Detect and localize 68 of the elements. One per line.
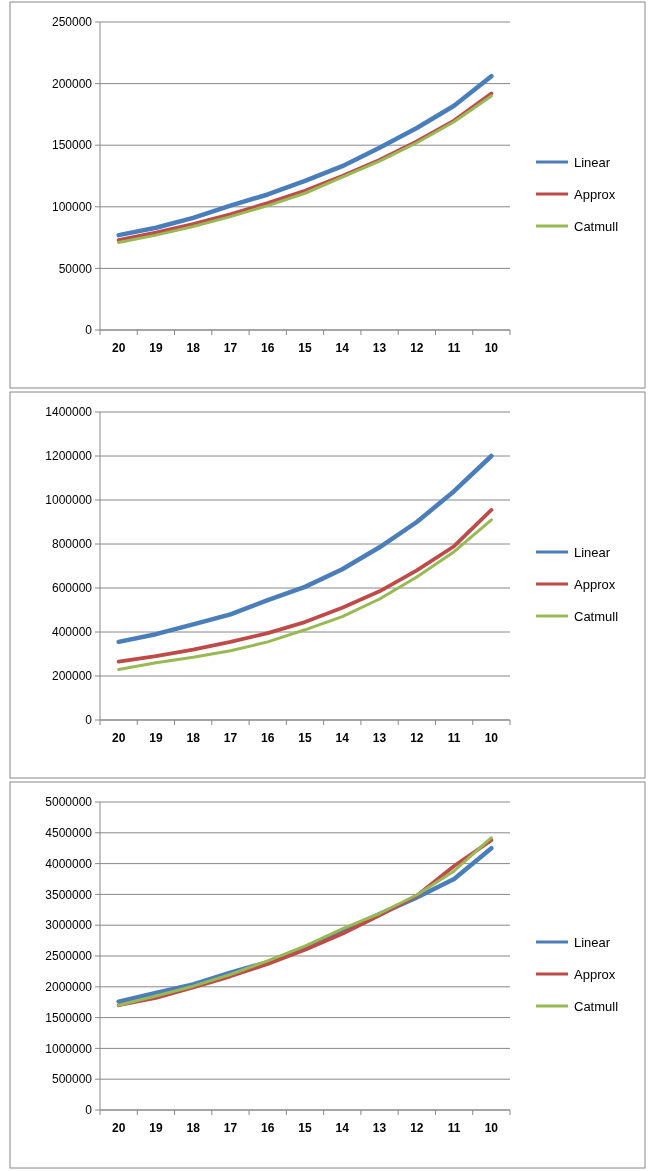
x-tick-label: 11 (447, 731, 461, 745)
x-tick-label: 19 (149, 341, 163, 355)
legend-label: Approx (574, 186, 616, 202)
y-tick-label: 400000 (51, 625, 93, 640)
y-tick-label: 4500000 (45, 826, 93, 840)
x-tick-label: 10 (484, 731, 499, 745)
y-tick-label: 5000000 (45, 795, 93, 810)
x-tick-label: 11 (447, 341, 461, 355)
y-tick-label: 1000000 (45, 1041, 93, 1056)
legend-label: Catmull (574, 218, 619, 234)
x-tick-label: 20 (111, 341, 126, 355)
y-tick-label: 2500000 (45, 949, 93, 964)
line-series (116, 453, 494, 645)
y-tick-label: 1200000 (45, 449, 93, 464)
x-tick-label: 13 (372, 731, 387, 745)
y-tick-label: 500000 (51, 1072, 93, 1087)
y-tick-label: 200000 (51, 76, 93, 91)
y-tick-label: 0 (85, 713, 93, 728)
x-tick-label: 19 (149, 731, 163, 745)
y-tick-label: 3500000 (45, 887, 93, 902)
legend-label: Linear (574, 934, 611, 950)
legend-label: Linear (574, 154, 611, 170)
y-tick-label: 1000000 (45, 493, 93, 508)
x-tick-label: 18 (186, 731, 201, 745)
x-tick-label: 16 (261, 341, 275, 355)
x-tick-label: 12 (410, 1121, 424, 1135)
y-tick-label: 3000000 (45, 918, 93, 933)
x-tick-label: 17 (223, 341, 238, 355)
x-tick-label: 15 (298, 341, 312, 355)
x-tick-label: 18 (186, 1121, 201, 1135)
x-tick-label: 15 (298, 1121, 312, 1135)
x-tick-label: 13 (372, 341, 387, 355)
y-tick-label: 800000 (51, 537, 93, 552)
legend-label: Linear (574, 544, 611, 560)
x-tick-label: 18 (186, 341, 201, 355)
x-tick-label: 10 (484, 1121, 499, 1135)
y-tick-label: 4000000 (45, 856, 93, 871)
x-tick-label: 16 (261, 731, 275, 745)
legend-label: Approx (574, 966, 616, 982)
y-tick-label: 50000 (58, 261, 93, 276)
x-tick-label: 12 (410, 731, 424, 745)
x-tick-label: 14 (335, 731, 350, 745)
legend-label: Catmull (574, 608, 619, 624)
y-tick-label: 0 (85, 323, 93, 338)
legend-label: Catmull (574, 998, 619, 1014)
x-tick-label: 13 (372, 1121, 387, 1135)
y-tick-label: 0 (85, 1103, 93, 1118)
y-tick-label: 100000 (51, 200, 93, 214)
x-tick-label: 14 (335, 1121, 350, 1135)
x-tick-label: 17 (223, 1121, 238, 1135)
y-tick-label: 200000 (51, 669, 93, 684)
x-tick-label: 17 (223, 731, 238, 745)
x-tick-label: 14 (335, 341, 350, 355)
y-tick-label: 150000 (51, 138, 93, 153)
x-tick-label: 15 (298, 731, 312, 745)
legend-label: Approx (574, 576, 616, 592)
y-tick-label: 2000000 (45, 980, 93, 994)
y-tick-label: 250000 (51, 15, 93, 30)
x-tick-label: 10 (484, 341, 499, 355)
x-tick-label: 16 (261, 1121, 275, 1135)
y-tick-label: 1400000 (45, 405, 93, 420)
x-tick-label: 19 (149, 1121, 163, 1135)
y-tick-label: 1500000 (45, 1010, 93, 1025)
x-tick-label: 12 (410, 341, 424, 355)
y-tick-label: 600000 (51, 581, 93, 596)
x-tick-label: 20 (111, 1121, 126, 1135)
x-tick-label: 11 (447, 1121, 461, 1135)
x-tick-label: 20 (111, 731, 126, 745)
